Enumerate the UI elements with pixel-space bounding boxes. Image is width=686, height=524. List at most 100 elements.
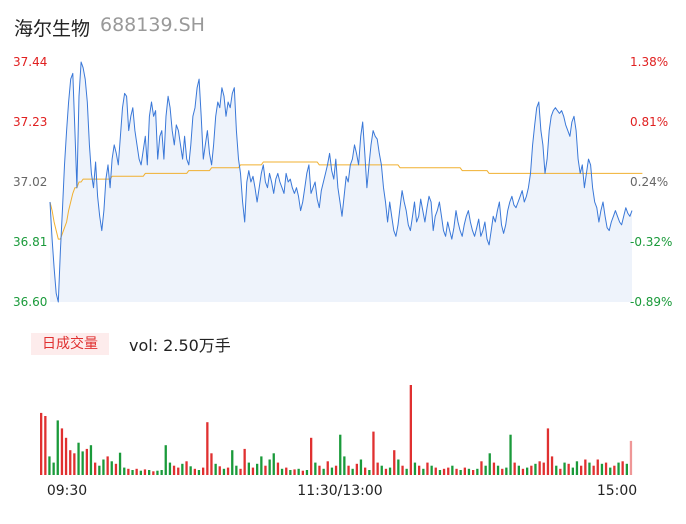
volume-bar <box>393 450 396 475</box>
volume-bar <box>264 465 267 475</box>
volume-bar <box>359 459 363 475</box>
volume-bar <box>314 462 317 475</box>
volume-bar <box>85 448 88 475</box>
volume-bar <box>44 416 47 475</box>
volume-bar <box>447 467 450 475</box>
volume-bar <box>193 468 196 475</box>
volume-bar <box>73 453 76 475</box>
pct-tick-label: -0.89% <box>630 295 672 309</box>
volume-bar <box>476 468 479 475</box>
pct-tick-label: 0.81% <box>630 115 668 129</box>
volume-bar <box>455 468 458 475</box>
volume-bar <box>56 420 59 475</box>
volume-bar <box>596 459 599 475</box>
volume-bar <box>430 465 433 475</box>
volume-bar <box>164 445 167 475</box>
volume-bar <box>343 456 346 475</box>
volume-bar <box>334 465 338 475</box>
volume-bar <box>243 448 246 475</box>
volume-bar <box>559 468 562 475</box>
volume-bar <box>152 471 155 475</box>
volume-bar <box>77 442 80 475</box>
volume-bar <box>575 461 579 475</box>
volume-bar <box>143 469 147 475</box>
time-axis-label: 09:30 <box>47 483 87 499</box>
volume-bar <box>148 470 151 475</box>
volume-bar <box>467 468 471 475</box>
volume-bar <box>177 467 180 475</box>
volume-bar <box>268 459 271 475</box>
volume-bar <box>247 462 250 475</box>
volume-bar <box>534 463 537 475</box>
volume-bar <box>530 465 533 475</box>
volume-bar <box>388 467 392 475</box>
volume-bar <box>505 467 508 475</box>
time-axis-label: 11:30/13:00 <box>297 483 382 499</box>
volume-bar <box>580 465 583 475</box>
volume-bar <box>260 456 263 475</box>
price-area-fill <box>50 62 632 302</box>
volume-bar <box>480 461 483 475</box>
volume-bar <box>384 468 388 475</box>
volume-bar <box>285 467 288 475</box>
volume-bar <box>206 422 209 475</box>
volume-bar <box>629 440 633 475</box>
daily-volume-tab[interactable]: 日成交量 <box>31 333 109 355</box>
volume-bar <box>484 465 487 475</box>
volume-bar <box>330 467 334 475</box>
volume-bar <box>442 468 446 475</box>
volume-bar <box>289 470 292 475</box>
volume-bar <box>251 467 255 475</box>
volume-bar <box>609 467 612 475</box>
volume-bar <box>48 456 51 475</box>
volume-bar <box>517 465 520 475</box>
volume-bar <box>409 385 412 475</box>
price-tick-label: 37.44 <box>13 55 47 69</box>
volume-bar <box>222 468 226 475</box>
volume-bar <box>214 463 217 475</box>
volume-bar <box>297 468 300 475</box>
volume-bar <box>567 463 570 475</box>
volume-bar <box>492 462 496 475</box>
volume-bar <box>110 461 113 475</box>
volume-bar <box>256 463 259 475</box>
volume-readout: vol: 2.50万手 <box>129 336 231 355</box>
volume-bar <box>123 467 126 475</box>
volume-bar <box>89 445 93 475</box>
volume-bar <box>210 453 213 475</box>
volume-bar <box>513 462 516 475</box>
volume-bar <box>538 461 541 475</box>
volume-bar <box>451 465 454 475</box>
volume-bar <box>550 456 554 475</box>
price-tick-label: 37.02 <box>13 175 47 189</box>
pct-tick-label: 1.38% <box>630 55 668 69</box>
volume-bar <box>52 462 55 475</box>
volume-bar <box>372 431 375 475</box>
volume-bar <box>542 462 545 475</box>
volume-bar <box>617 462 620 475</box>
volume-bar <box>422 468 425 475</box>
pct-tick-label: -0.32% <box>630 235 672 249</box>
volume-bar <box>413 462 417 475</box>
volume-bar <box>438 470 442 475</box>
volume-bar <box>106 456 109 475</box>
volume-bar <box>231 450 234 475</box>
volume-bar <box>318 465 321 475</box>
volume-bar <box>526 467 529 475</box>
volume-bar <box>310 437 313 475</box>
volume-bar <box>235 465 238 475</box>
price-tick-label: 36.81 <box>13 235 47 249</box>
volume-bar <box>401 465 404 475</box>
volume-bar <box>197 470 201 475</box>
volume-bar <box>496 465 500 475</box>
volume-bar <box>293 469 296 475</box>
volume-bar <box>584 459 587 475</box>
volume-bar <box>131 470 134 475</box>
volume-bar <box>434 467 437 475</box>
volume-bar <box>509 434 512 475</box>
volume-bar <box>226 467 230 475</box>
volume-bar <box>160 470 163 475</box>
price-line <box>49 61 633 303</box>
volume-bar <box>546 428 550 475</box>
pct-tick-label: 0.24% <box>630 175 668 189</box>
